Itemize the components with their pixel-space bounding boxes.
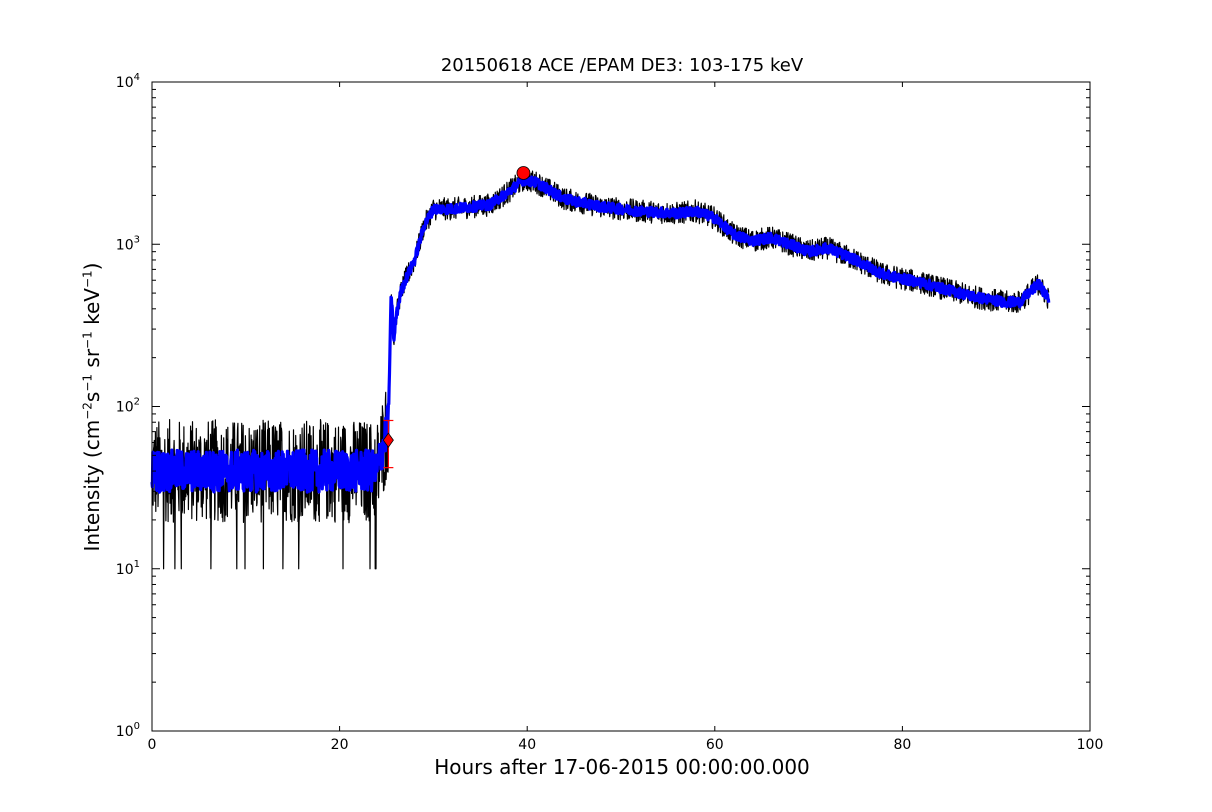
y-tick-label: 100 <box>116 721 140 740</box>
y-axis-label: Intensity (cm−2s−1 sr−1 keV−1) <box>80 262 104 552</box>
y-tick-label: 104 <box>116 72 140 91</box>
x-tick-label: 40 <box>518 737 536 753</box>
y-tick-label: 102 <box>116 397 140 416</box>
series-line-raw <box>151 168 1050 570</box>
chart-title: 20150618 ACE /EPAM DE3: 103-175 keV <box>440 55 804 76</box>
y-tick-label: 103 <box>116 234 140 253</box>
series-line-smoothed <box>150 174 1051 494</box>
onset-diamond-marker <box>382 432 394 448</box>
x-tick-label: 60 <box>706 737 724 753</box>
x-tick-label: 20 <box>331 737 349 753</box>
plot-frame <box>151 81 1091 732</box>
x-axis-label: Hours after 17-06-2015 00:00:00.000 <box>434 755 810 779</box>
y-tick-label: 101 <box>116 559 140 578</box>
x-tick-label: 80 <box>893 737 911 753</box>
x-tick-label: 0 <box>148 737 157 753</box>
x-tick-label: 100 <box>1077 737 1104 753</box>
peak-circle-marker <box>516 166 531 180</box>
